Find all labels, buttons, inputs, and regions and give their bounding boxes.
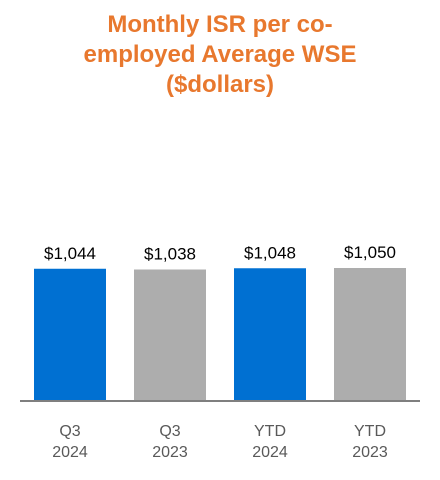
bar-2 (234, 268, 306, 400)
category-label-3-line-2: 2023 (352, 444, 388, 461)
bar-1 (134, 269, 206, 400)
data-label-0: $1,044 (44, 244, 96, 263)
chart-title: Monthly ISR per co- employed Average WSE… (0, 10, 440, 100)
category-label-1-line-2: 2023 (152, 444, 188, 461)
chart-title-line-2: employed Average WSE (83, 41, 357, 68)
data-label-1: $1,038 (144, 245, 196, 264)
bar-3 (334, 268, 406, 400)
category-label-1-line-1: Q3 (159, 423, 180, 440)
category-label-0-line-1: Q3 (59, 423, 80, 440)
category-label-2-line-2: 2024 (252, 444, 288, 461)
category-label-0-line-2: 2024 (52, 444, 88, 461)
bar-0 (34, 268, 106, 400)
data-label-3: $1,050 (344, 243, 396, 262)
chart-title-line-3: ($dollars) (165, 71, 275, 98)
chart-title-line-1: Monthly ISR per co- (107, 11, 333, 38)
category-label-3-line-1: YTD (354, 423, 386, 440)
bars-group: $1,044 Q3 2024 $1,038 Q3 2023 $1,048 YTD 2024 $1,… (34, 243, 406, 461)
data-label-2: $1,048 (244, 243, 296, 262)
category-label-2-line-1: YTD (254, 423, 286, 440)
